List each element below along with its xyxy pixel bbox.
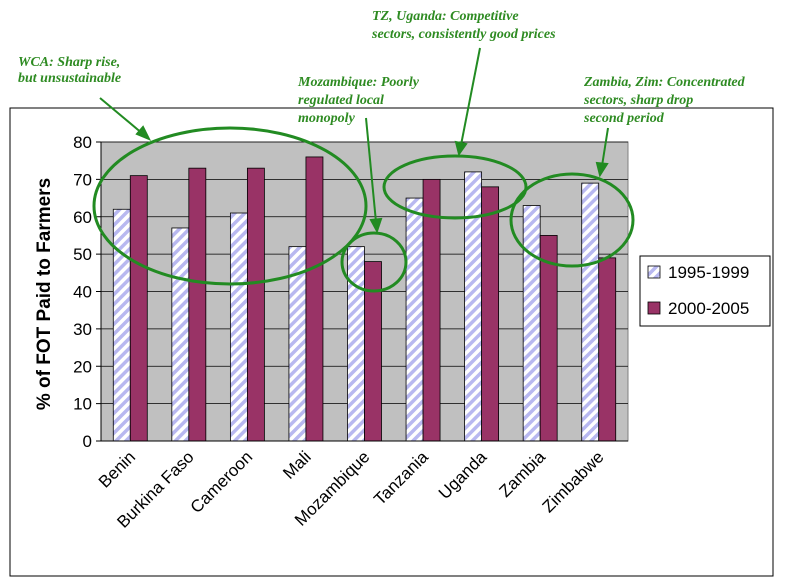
wca-arrow: [99, 97, 144, 135]
legend-swatch-1995-1999: [647, 265, 661, 279]
bar-zambia-2000-2005: [539, 235, 558, 442]
bar-zambia-1995-1999: [522, 205, 541, 442]
legend-box: [639, 255, 771, 327]
bar-mozambique-1995-1999: [347, 246, 365, 442]
y-tick-label-30: 30: [73, 320, 92, 339]
y-tick-label-80: 80: [73, 133, 92, 152]
legend: 1995-1999 2000-2005: [639, 255, 771, 327]
legend-label-1995-1999: 1995-1999: [668, 263, 749, 282]
annotation-wca-line-1: WCA: Sharp rise,: [18, 55, 120, 70]
annotation-zambia-zim-line-1: Zambia, Zim: Concentrated: [583, 75, 746, 90]
tz-uganda-arrow: [460, 47, 481, 146]
mozambique-arrow: [365, 117, 377, 223]
y-tick-label-40: 40: [73, 283, 92, 302]
mozambique-arrowhead: [369, 217, 383, 234]
annotation-zambia-zim-line-3: second period: [583, 111, 665, 126]
legend-label-2000-2005: 2000-2005: [668, 299, 749, 318]
y-axis-ticks: 0 10 20 30 40 50 60 70 80: [73, 133, 101, 451]
annotation-mozambique-line-2: regulated local: [298, 93, 384, 108]
bars: [112, 156, 617, 442]
bar-cameroon-2000-2005: [246, 167, 265, 442]
annotation-tz-uganda-line-1: TZ, Uganda: Competitive: [372, 9, 519, 24]
annotation-arrows: [99, 47, 609, 234]
annotation-zambia-zim: Zambia, Zim: Concentrated sectors, sharp…: [583, 75, 746, 126]
annotation-mozambique-line-3: monopoly: [298, 111, 356, 126]
y-tick-label-60: 60: [73, 208, 92, 227]
annotation-wca-line-2: but unsustainable: [18, 71, 121, 86]
annotation-mozambique-line-1: Mozambique: Poorly: [297, 75, 420, 90]
legend-swatch-2000-2005: [647, 301, 661, 315]
annotation-tz-uganda-line-2: sectors, consistently good prices: [371, 27, 556, 42]
annotation-mozambique: Mozambique: Poorly regulated local monop…: [297, 75, 420, 126]
wca-arrowhead: [135, 125, 152, 141]
y-tick-label-0: 0: [83, 432, 92, 451]
bar-uganda-2000-2005: [481, 186, 500, 442]
annotation-wca: WCA: Sharp rise, but unsustainable: [18, 55, 121, 86]
y-axis-label: % of FOT Paid to Farmers: [34, 178, 55, 410]
bar-burkina-faso-1995-1999: [171, 227, 190, 442]
mozambique-ellipse: [340, 231, 408, 293]
y-tick-label-10: 10: [73, 395, 92, 414]
bar-uganda-1995-1999: [464, 171, 483, 442]
annotation-zambia-zim-line-2: sectors, sharp drop: [583, 93, 693, 108]
bar-benin-2000-2005: [129, 175, 148, 442]
zambia-zim-ellipse: [509, 172, 635, 268]
tz-uganda-arrowhead: [454, 140, 468, 157]
bar-benin-1995-1999: [112, 208, 131, 442]
bar-cameroon-1995-1999: [229, 212, 248, 442]
bar-mozambique-2000-2005: [364, 261, 382, 442]
wca-ellipse: [92, 126, 368, 286]
bar-zimbabwe-2000-2005: [598, 257, 617, 442]
bar-mali-2000-2005: [305, 156, 324, 442]
y-tick-label-70: 70: [73, 170, 92, 189]
bar-tanzania-1995-1999: [405, 197, 424, 442]
y-tick-label-20: 20: [73, 357, 92, 376]
y-tick-label-50: 50: [73, 245, 92, 264]
zambia-zim-arrow: [601, 127, 609, 167]
annotation-tz-uganda: TZ, Uganda: Competitive sectors, consist…: [371, 9, 556, 42]
bar-burkina-faso-2000-2005: [188, 167, 207, 442]
bar-zimbabwe-1995-1999: [581, 182, 600, 442]
tz-uganda-ellipse: [382, 154, 528, 220]
zambia-zim-arrowhead: [595, 161, 609, 178]
